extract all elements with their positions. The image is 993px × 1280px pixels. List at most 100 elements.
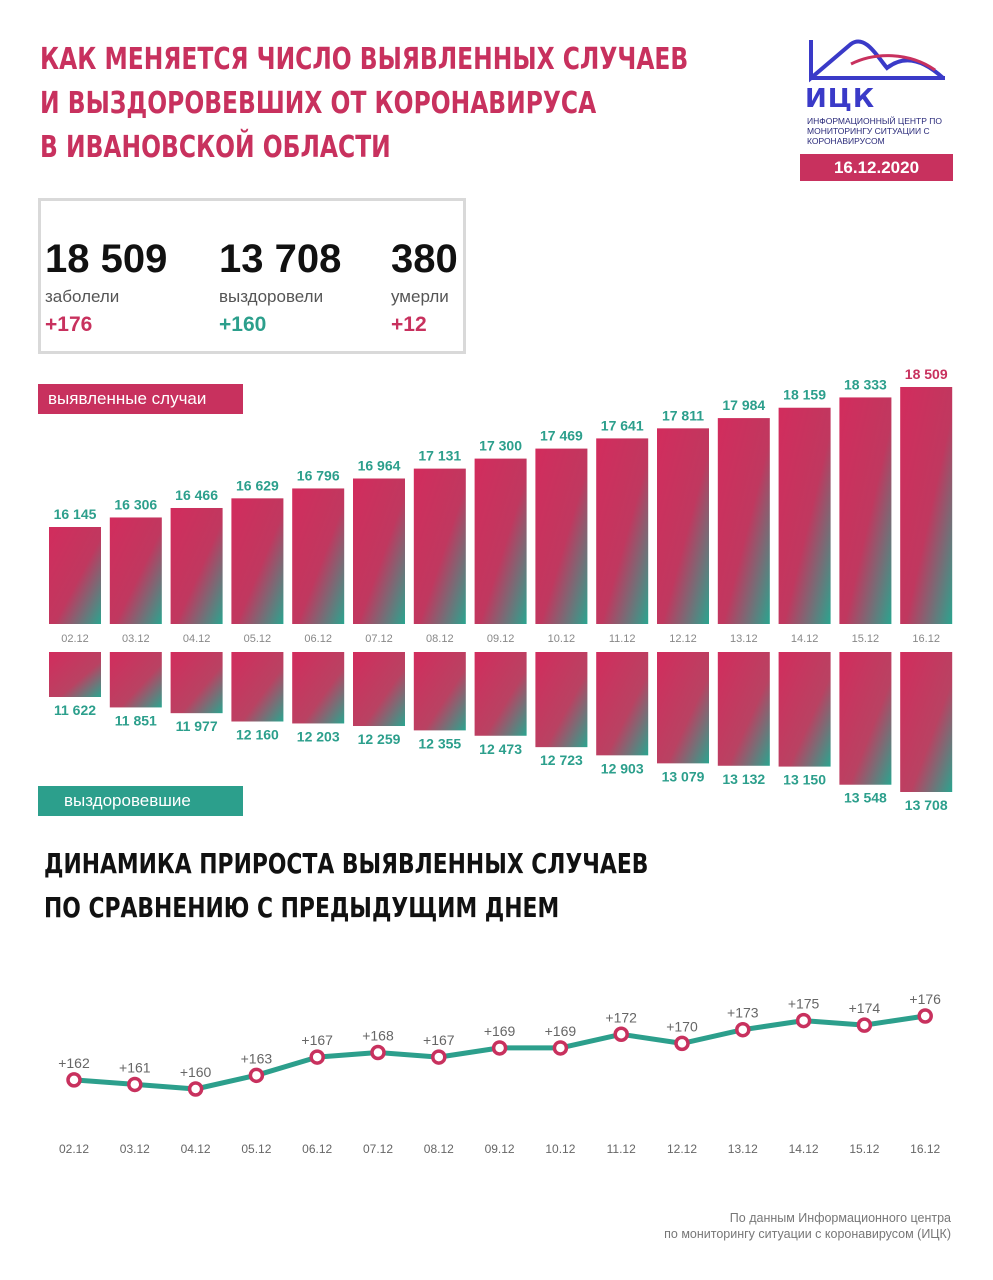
increase-point xyxy=(674,1035,690,1052)
recovered-value-label: 13 548 xyxy=(844,790,887,806)
increase-line xyxy=(73,1013,926,1092)
increase-point xyxy=(187,1081,204,1097)
date-tick-label: 04.12 xyxy=(183,633,211,645)
increase-point xyxy=(613,1026,629,1042)
recovered-bar xyxy=(109,652,162,708)
recovered-badge: выздоровевшие xyxy=(38,786,243,816)
increase-value-label: +170 xyxy=(666,1018,698,1034)
stat-recovered: 13 708 выздоровели +160 xyxy=(219,237,341,337)
cases-badge: выявленные случаи xyxy=(38,384,243,414)
date-tick-label: 02.12 xyxy=(61,633,89,645)
recovered-bar xyxy=(839,652,892,785)
logo-wave-icon xyxy=(809,39,945,83)
date-tick-label: 12.12 xyxy=(667,1142,697,1156)
stats-box: 18 509 заболели +176 13 708 выздоровели … xyxy=(38,198,466,354)
date-tick-label: 14.12 xyxy=(789,1142,819,1156)
increase-point xyxy=(127,1076,143,1093)
footer-line: По данным Информационного центра xyxy=(729,1211,951,1225)
increase-value-label: +161 xyxy=(119,1059,151,1075)
date-tick-label: 03.12 xyxy=(120,1142,150,1156)
recovered-bar xyxy=(717,652,770,766)
cases-value-label: 17 984 xyxy=(722,397,765,413)
increase-point xyxy=(491,1040,508,1056)
date-tick-label: 07.12 xyxy=(365,633,393,645)
stat-value: 380 xyxy=(391,237,458,281)
increase-point xyxy=(856,1017,873,1033)
cases-value-label: 16 796 xyxy=(297,467,340,483)
cases-bar xyxy=(596,438,649,624)
cases-bar xyxy=(839,397,892,624)
recovered-value-label: 12 355 xyxy=(418,735,461,751)
increase-value-label: +167 xyxy=(301,1032,333,1048)
recovered-bar xyxy=(170,652,223,714)
date-tick-label: 13.12 xyxy=(730,633,758,645)
source-footer: По данным Информационного центра по мони… xyxy=(531,1210,951,1242)
cases-value-label: 17 131 xyxy=(418,448,461,464)
date-tick-label: 05.12 xyxy=(244,633,272,645)
cases-value-label: 16 964 xyxy=(358,457,401,473)
recovered-value-label: 13 079 xyxy=(662,768,705,784)
date-tick-label: 14.12 xyxy=(791,633,819,645)
cases-value-label: 18 509 xyxy=(905,366,948,382)
recovered-value-label: 11 622 xyxy=(54,702,96,718)
date-tick-label: 06.12 xyxy=(304,633,332,645)
cases-bar xyxy=(353,478,405,624)
date-tick-label: 16.12 xyxy=(910,1142,940,1156)
title-line: В ИВАНОВСКОЙ ОБЛАСТИ xyxy=(40,130,391,165)
recovered-value-label: 11 977 xyxy=(176,718,218,734)
increase-value-label: +176 xyxy=(909,991,941,1007)
recovered-value-label: 13 132 xyxy=(722,771,765,787)
stat-deaths: 380 умерли +12 xyxy=(391,237,458,337)
date-tick-label: 09.12 xyxy=(487,633,515,645)
logo: ИЦК ИНФОРМАЦИОННЫЙ ЦЕНТР ПО МОНИТОРИНГУ … xyxy=(805,38,955,146)
recovered-bar xyxy=(292,652,345,724)
stat-label: выздоровели xyxy=(219,287,324,306)
date-tick-label: 08.12 xyxy=(426,633,454,645)
increase-point xyxy=(795,1012,812,1029)
date-tick-label: 07.12 xyxy=(363,1142,393,1156)
cases-value-label: 16 306 xyxy=(114,496,157,512)
cases-bar xyxy=(231,498,284,624)
date-tick-label: 03.12 xyxy=(122,633,150,645)
date-tick-label: 09.12 xyxy=(485,1142,515,1156)
increase-value-label: +162 xyxy=(58,1055,90,1071)
cases-bar xyxy=(413,468,466,624)
increase-point xyxy=(370,1044,386,1061)
bar-chart: 16 145 02.12 11 622 16 306 03.12 11 851 16 466… xyxy=(49,366,953,813)
increase-point xyxy=(431,1049,447,1065)
date-tick-label: 15.12 xyxy=(852,633,880,645)
cases-bar xyxy=(292,488,345,624)
cases-bar xyxy=(657,428,709,624)
subtitle-line: ДИНАМИКА ПРИРОСТА ВЫЯВЛЕННЫХ СЛУЧАЕВ xyxy=(44,847,649,880)
cases-bar xyxy=(535,448,588,624)
date-tick-label: 06.12 xyxy=(302,1142,332,1156)
recovered-bar xyxy=(657,652,709,764)
cases-value-label: 18 333 xyxy=(844,376,887,392)
stat-delta: +12 xyxy=(391,313,427,336)
recovered-bar xyxy=(413,652,466,731)
title-line: И ВЫЗДОРОВЕВШИХ ОТ КОРОНАВИРУСА xyxy=(40,86,597,121)
recovered-value-label: 12 723 xyxy=(540,752,583,768)
cases-value-label: 17 469 xyxy=(540,428,583,444)
increase-point xyxy=(917,1008,933,1024)
date-tick-label: 16.12 xyxy=(912,633,940,645)
cases-value-label: 18 159 xyxy=(783,387,826,403)
recovered-bar xyxy=(596,652,649,756)
stat-label: умерли xyxy=(391,287,449,306)
recovered-value-label: 12 160 xyxy=(236,727,279,743)
stat-delta: +160 xyxy=(219,313,267,336)
recovered-bar xyxy=(49,652,101,697)
logo-subtitle: ИНФОРМАЦИОННЫЙ ЦЕНТР ПО МОНИТОРИНГУ СИТУ… xyxy=(807,116,942,146)
increase-value-label: +169 xyxy=(545,1023,577,1039)
date-tick-label: 08.12 xyxy=(424,1142,454,1156)
increase-value-label: +173 xyxy=(727,1005,759,1021)
date-tick-label: 12.12 xyxy=(669,633,697,645)
increase-value-label: +163 xyxy=(241,1050,273,1066)
increase-value-label: +168 xyxy=(362,1028,394,1044)
cases-bar xyxy=(474,458,527,624)
date-tick-label: 15.12 xyxy=(849,1142,879,1156)
recovered-value-label: 12 473 xyxy=(479,741,522,757)
recovered-value-label: 13 708 xyxy=(905,797,948,813)
stat-cases: 18 509 заболели +176 xyxy=(45,237,167,337)
increase-value-label: +175 xyxy=(788,996,820,1012)
